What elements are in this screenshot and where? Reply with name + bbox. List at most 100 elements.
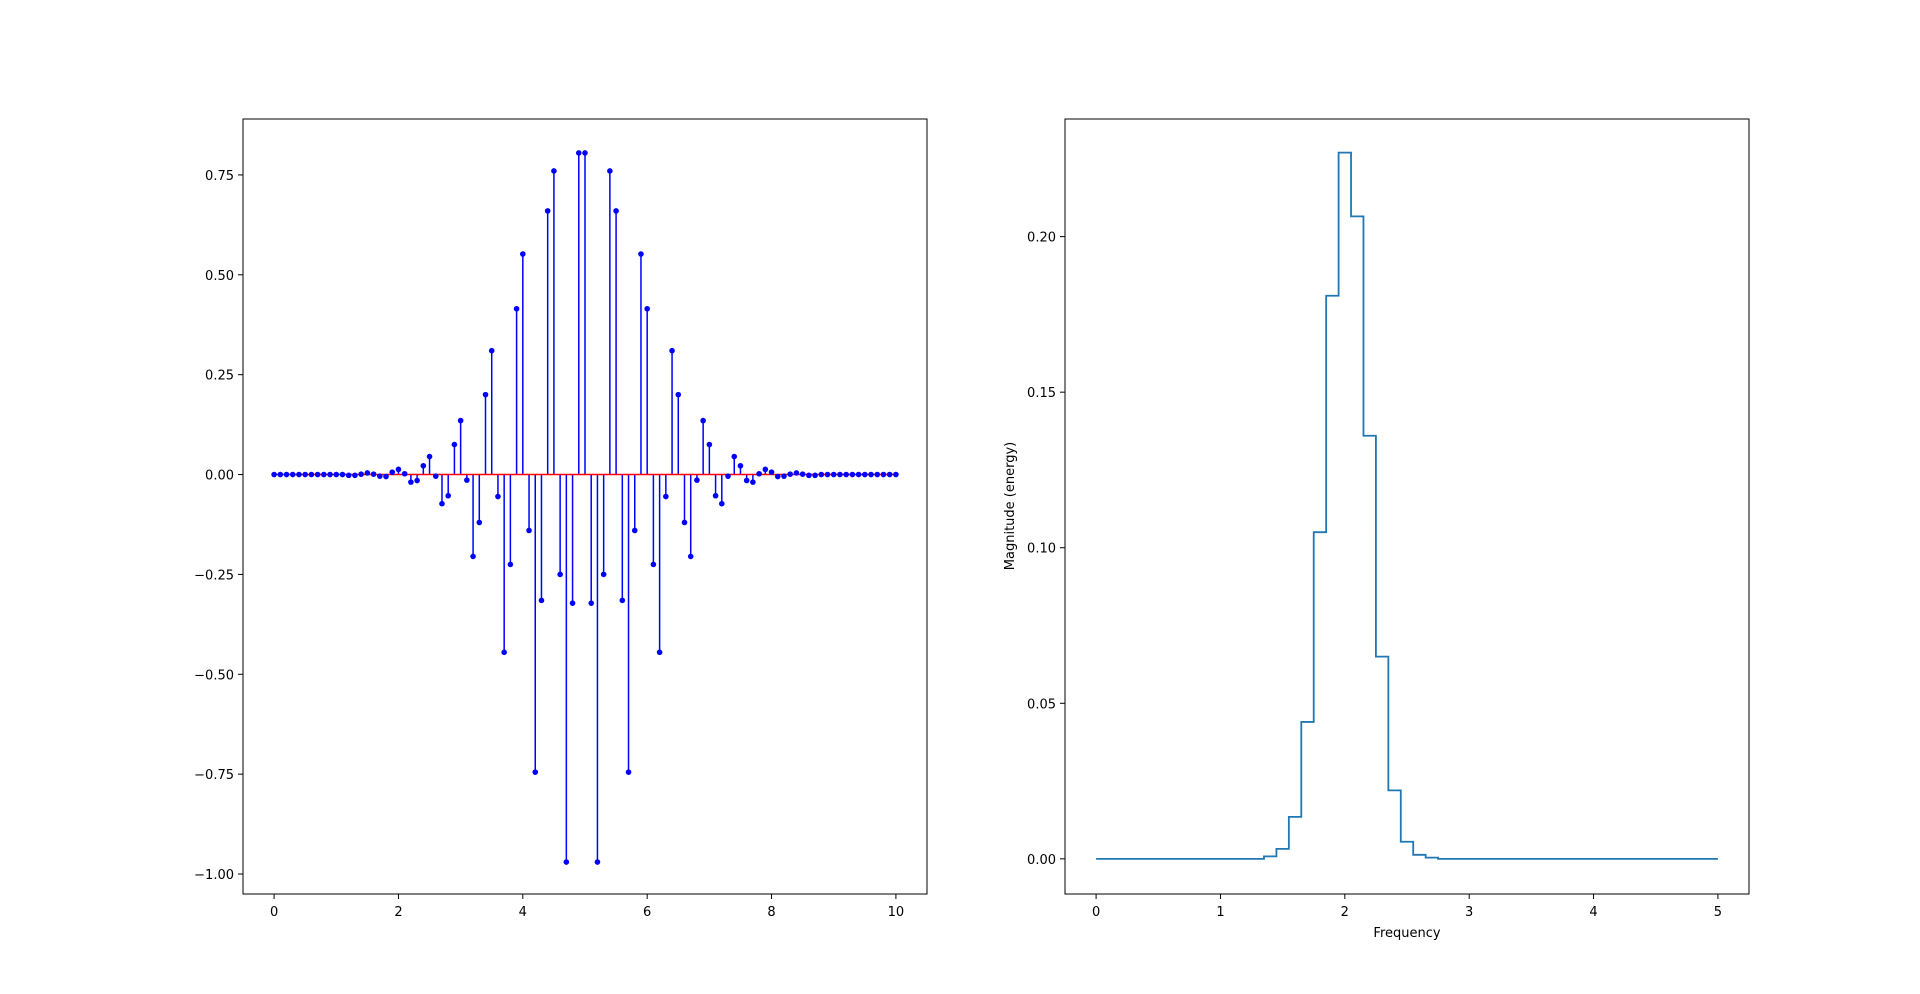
- stem-marker: [638, 251, 644, 257]
- stem-marker: [694, 477, 700, 483]
- stem-marker: [756, 470, 762, 477]
- stem-marker: [837, 471, 843, 478]
- stem-marker: [656, 649, 663, 656]
- spectrum-x-tick-label: 3: [1465, 905, 1473, 920]
- stem-marker: [414, 477, 420, 484]
- stem-marker: [793, 470, 800, 476]
- stem-marker: [488, 347, 495, 354]
- stem-y-tick-label: −0.75: [194, 768, 234, 783]
- stem-marker: [482, 391, 489, 398]
- stem-marker: [675, 391, 682, 398]
- stem-marker: [377, 473, 383, 479]
- stem-marker: [569, 600, 576, 606]
- spectrum-marks: [1096, 151, 1718, 860]
- stem-marker: [532, 769, 539, 775]
- stem-marker: [893, 471, 899, 478]
- stem-marker: [762, 466, 769, 473]
- stem-marker: [439, 500, 445, 507]
- stem-marker: [314, 471, 321, 478]
- spectrum-step-line: [1096, 151, 1718, 860]
- spectrum-y-tick-label: 0.05: [1027, 697, 1056, 712]
- stem-marker: [731, 453, 738, 460]
- stem-marker: [868, 471, 874, 478]
- stem-marker: [619, 597, 626, 604]
- stem-y-tick-label: 0.00: [205, 469, 234, 484]
- stem-marker: [408, 479, 414, 485]
- stem-marker: [308, 471, 315, 478]
- stem-marker: [426, 453, 433, 460]
- stem-x-tick-label: 8: [767, 905, 775, 920]
- stem-marker: [445, 492, 452, 499]
- stem-marker: [501, 649, 507, 656]
- stem-x-tick-label: 6: [643, 905, 651, 920]
- stem-marker: [644, 305, 650, 312]
- stem-marker: [787, 471, 793, 477]
- spectrum-x-tick-label: 2: [1341, 905, 1349, 920]
- stem-marks: [271, 150, 899, 865]
- stem-marker: [631, 527, 638, 534]
- stem-marker: [395, 466, 402, 473]
- stem-marker: [513, 305, 520, 312]
- spectrum-x-tick-label: 0: [1092, 905, 1100, 920]
- spectrum-y-tick-label: 0.20: [1027, 231, 1056, 246]
- stem-marker: [327, 471, 333, 478]
- stem-y-axis: −1.00 −0.75 −0.50 −0.25 0.00 0.25 0.50 0.75: [194, 169, 243, 883]
- stem-marker: [432, 473, 439, 479]
- stem-marker: [700, 417, 706, 424]
- stem-marker: [464, 477, 470, 483]
- stem-marker: [544, 208, 551, 214]
- stem-marker: [855, 471, 862, 478]
- stem-marker: [302, 471, 308, 478]
- stem-marker: [401, 470, 408, 477]
- stem-marker: [575, 150, 582, 156]
- stem-marker: [383, 473, 389, 480]
- stem-marker: [389, 469, 396, 475]
- stem-y-tick-label: −0.50: [194, 668, 234, 683]
- stem-marker: [886, 471, 893, 478]
- stem-marker: [451, 441, 458, 448]
- stem-marker: [289, 471, 296, 478]
- stem-marker: [495, 493, 501, 500]
- stem-marker: [663, 493, 669, 500]
- stem-y-tick-label: 0.75: [205, 169, 234, 184]
- stem-marker: [737, 462, 744, 469]
- stem-x-tick-label: 0: [270, 905, 278, 920]
- stem-marker: [370, 471, 377, 477]
- stem-marker: [712, 492, 719, 499]
- stem-y-tick-label: −1.00: [194, 868, 234, 883]
- spectrum-y-tick-label: 0.15: [1027, 386, 1056, 401]
- stem-marker: [283, 471, 290, 478]
- stem-marker: [681, 519, 688, 526]
- stem-marker: [358, 471, 364, 477]
- spectrum-y-tick-label: 0.00: [1027, 853, 1056, 868]
- stem-marker: [806, 472, 812, 479]
- stem-marker: [743, 477, 750, 484]
- stem-marker: [874, 471, 881, 478]
- stem-marker: [582, 150, 588, 156]
- spectrum-y-tick-label: 0.10: [1027, 542, 1056, 557]
- stem-marker: [669, 347, 675, 354]
- stem-marker: [476, 519, 483, 526]
- stem-marker: [551, 168, 557, 174]
- stem-marker: [613, 208, 619, 214]
- stem-marker: [750, 479, 756, 485]
- stem-marker: [812, 472, 818, 479]
- spectrum-y-axis: 0.00 0.05 0.10 0.15 0.20: [1027, 231, 1065, 868]
- stem-marker: [420, 462, 427, 469]
- stem-marker: [470, 553, 476, 560]
- stem-marker: [830, 471, 837, 478]
- stem-marker: [520, 251, 526, 257]
- stem-marker: [526, 527, 532, 534]
- stem-x-tick-label: 10: [888, 905, 905, 920]
- stem-marker: [849, 471, 856, 478]
- stem-marker: [600, 571, 607, 578]
- stem-marker: [538, 597, 545, 604]
- stem-marker: [781, 473, 787, 479]
- stem-marker: [588, 600, 595, 606]
- stem-marker: [339, 471, 346, 478]
- spectrum-axes-frame: [1064, 118, 1750, 895]
- stem-marker: [824, 471, 831, 478]
- stem-axes-frame: [242, 118, 928, 895]
- stem-marker: [818, 471, 825, 478]
